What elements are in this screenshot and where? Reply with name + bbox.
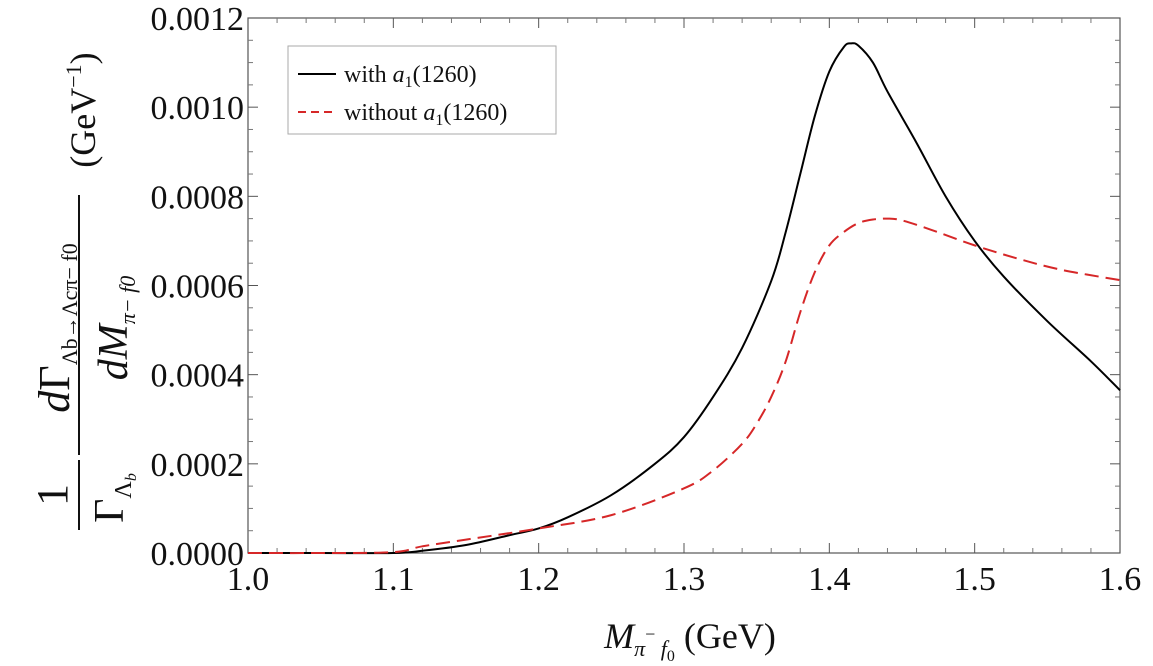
series-lines xyxy=(247,42,1121,555)
x-tick-label: 1.2 xyxy=(517,561,560,598)
y-tick-label: 0.0000 xyxy=(151,536,245,573)
ticks xyxy=(247,17,1121,554)
x-axis-title: Mπ− f0 (GeV) xyxy=(603,616,776,665)
y-label-gamma-lambda: ΓΛb xyxy=(87,473,140,523)
y-tick-label: 0.0012 xyxy=(151,1,245,38)
y-tick-label: 0.0002 xyxy=(151,447,245,484)
y-label-denominator: dMπ− f0 xyxy=(91,276,140,380)
y-label-numerator: dΓΛb→Λcπ− f0 xyxy=(30,243,82,412)
x-tick-label: 1.1 xyxy=(372,561,415,598)
y-label-unit: (GeV−1) xyxy=(61,52,103,167)
x-axis-label: Mπ− f0 (GeV) xyxy=(603,616,776,665)
legend-entry-label: without a1(1260) xyxy=(344,100,507,129)
y-tick-label: 0.0006 xyxy=(151,269,245,306)
y-tick-label: 0.0004 xyxy=(151,358,245,395)
y-label-one: 1 xyxy=(28,484,77,506)
series-line-with-a1 xyxy=(248,42,1121,555)
legend-entry-label: with a1(1260) xyxy=(344,62,477,91)
y-tick-label: 0.0010 xyxy=(151,90,245,127)
tick-labels: 1.0 1.1 1.2 1.3 1.4 1.5 1.6 0.0000 0.0002 0.0004 0… xyxy=(151,1,1142,598)
series-line-without-a1 xyxy=(247,217,1121,555)
x-tick-label: 1.6 xyxy=(1099,561,1142,598)
x-tick-label: 1.4 xyxy=(808,561,851,598)
x-tick-label: 1.5 xyxy=(953,561,996,598)
y-tick-label: 0.0008 xyxy=(151,179,245,216)
x-tick-label: 1.0 xyxy=(227,561,270,598)
x-tick-label: 1.3 xyxy=(663,561,706,598)
legend: with a1(1260) without a1(1260) xyxy=(287,45,557,135)
legend-box xyxy=(287,45,557,135)
